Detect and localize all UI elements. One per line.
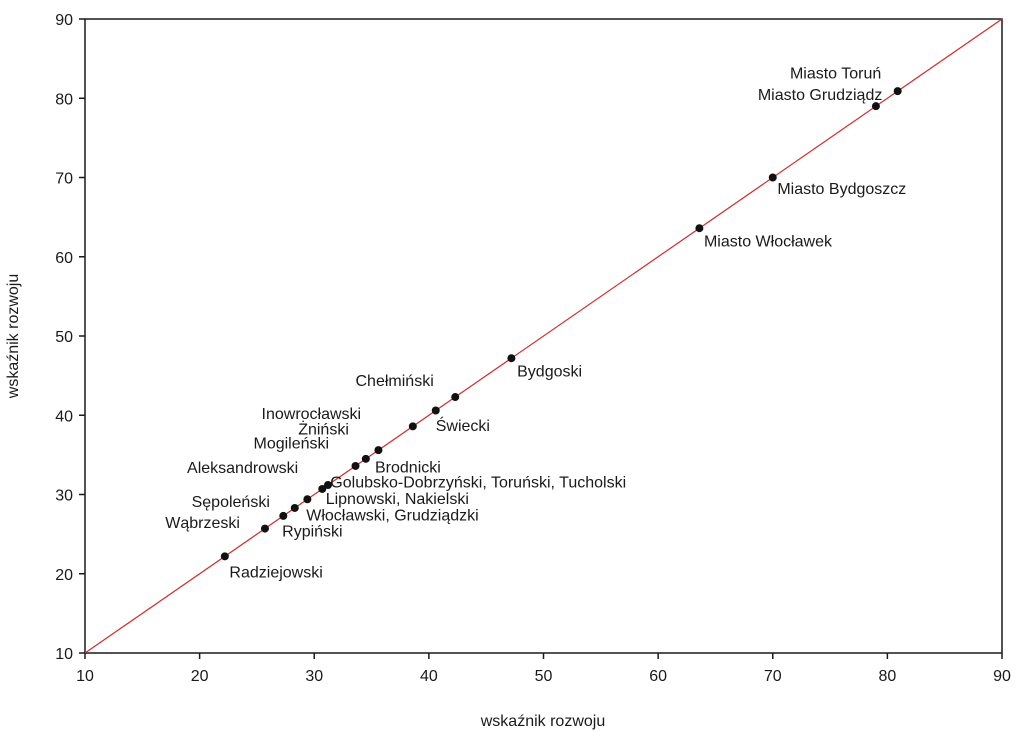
data-point xyxy=(260,524,269,533)
data-point xyxy=(871,102,880,111)
point-label: Rypiński xyxy=(282,524,342,541)
point-label: Aleksandrowski xyxy=(187,460,298,477)
x-tick-label: 40 xyxy=(420,668,438,685)
point-label: Żniński xyxy=(298,419,349,438)
data-point xyxy=(431,406,440,415)
data-point xyxy=(374,446,383,455)
x-tick-label: 10 xyxy=(76,668,94,685)
data-point xyxy=(768,173,777,182)
x-tick-label: 80 xyxy=(878,668,896,685)
data-points-layer xyxy=(220,87,902,561)
point-label: Inowrocławski xyxy=(262,406,362,423)
x-tick-label: 60 xyxy=(649,668,667,685)
data-point xyxy=(324,480,333,489)
x-axis-label: wskaźnik rozwoju xyxy=(480,713,605,730)
point-label: Miasto Bydgoszcz xyxy=(777,181,906,198)
point-label: Lipnowski, Nakielski xyxy=(326,491,469,508)
reference-line-layer xyxy=(84,18,1003,654)
reference-line xyxy=(84,18,1003,654)
y-tick-label: 50 xyxy=(55,329,73,346)
point-label: Sępoleński xyxy=(192,494,270,511)
point-label: Golubsko-Dobrzyński, Toruński, Tucholski xyxy=(330,474,626,491)
data-point xyxy=(361,454,370,463)
x-tick-label: 90 xyxy=(993,668,1011,685)
point-label: Miasto Włocławek xyxy=(704,233,833,250)
y-tick-label: 70 xyxy=(55,171,73,188)
data-point xyxy=(695,224,704,233)
point-label: Bydgoski xyxy=(517,363,582,380)
y-tick-label: 80 xyxy=(55,91,73,108)
data-point xyxy=(303,495,312,504)
point-label: Radziejowski xyxy=(229,565,322,582)
y-tick-label: 60 xyxy=(55,250,73,267)
data-point xyxy=(351,461,360,470)
axis-ticks-layer: 10 20 30 40 50 60 70 80 90 10 20 30 40 50 60 70 80 90 xyxy=(55,12,1011,685)
data-point xyxy=(893,87,902,96)
data-point xyxy=(318,484,327,493)
point-label: Miasto Toruń xyxy=(790,65,881,82)
point-label: Mogileński xyxy=(253,436,329,453)
point-label: Miasto Grudziądz xyxy=(758,87,883,104)
point-label: Brodnicki xyxy=(375,459,441,476)
data-point xyxy=(408,422,417,431)
point-labels-layer: Miasto Toruń Miasto Grudziądz Miasto Bydgo… xyxy=(165,65,906,581)
point-label: Włocławski, Grudziądzki xyxy=(306,508,478,525)
point-label: Wąbrzeski xyxy=(165,515,240,532)
data-point xyxy=(451,393,460,402)
data-point xyxy=(220,552,229,561)
point-label: Świecki xyxy=(436,416,490,435)
y-tick-label: 90 xyxy=(55,12,73,29)
data-point xyxy=(279,511,288,520)
y-tick-label: 40 xyxy=(55,408,73,425)
x-tick-label: 70 xyxy=(764,668,782,685)
y-tick-label: 10 xyxy=(55,646,73,663)
x-tick-label: 50 xyxy=(535,668,553,685)
x-tick-label: 20 xyxy=(191,668,209,685)
point-label: Chełmiński xyxy=(356,373,434,390)
data-point xyxy=(507,354,516,363)
y-tick-label: 30 xyxy=(55,488,73,505)
x-tick-label: 30 xyxy=(305,668,323,685)
y-axis-label: wskaźnik rozwoju xyxy=(5,274,22,399)
data-point xyxy=(290,503,299,512)
y-tick-label: 20 xyxy=(55,567,73,584)
